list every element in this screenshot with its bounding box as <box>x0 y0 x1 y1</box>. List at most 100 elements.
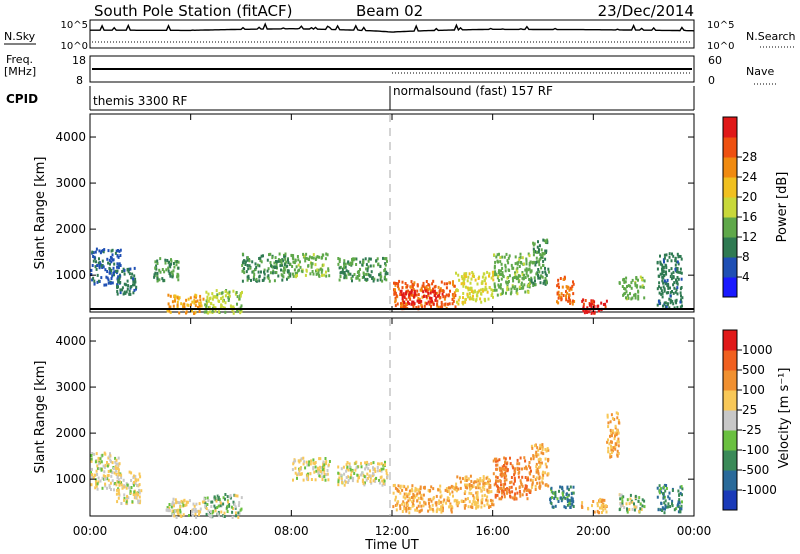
range-cell <box>345 269 348 273</box>
range-cell <box>358 274 361 278</box>
range-cell <box>537 276 540 280</box>
range-cell <box>543 279 546 283</box>
range-cell <box>240 496 243 500</box>
range-cell <box>473 502 476 506</box>
range-cell <box>519 492 522 496</box>
range-cell <box>139 475 142 479</box>
range-cell <box>210 515 213 519</box>
range-cell <box>544 266 546 270</box>
range-cell <box>472 494 475 498</box>
range-cell <box>676 305 679 309</box>
range-cell <box>90 454 93 457</box>
range-cell <box>254 262 257 266</box>
range-cell <box>364 461 367 465</box>
range-cell <box>616 416 619 420</box>
range-cell <box>475 494 478 498</box>
range-cell <box>480 499 483 503</box>
range-cell <box>480 505 483 509</box>
range-cell <box>515 268 518 272</box>
range-cell <box>274 271 277 275</box>
range-cell <box>572 505 575 508</box>
range-cell <box>623 287 626 290</box>
range-cell <box>112 258 115 262</box>
range-cell <box>161 268 164 271</box>
range-cell <box>238 510 241 514</box>
range-cell <box>394 283 397 287</box>
x-tick-labels: 00:00 04:00 08:00 12:00 16:00 20:00 00:00 <box>73 114 711 538</box>
range-cell <box>367 462 370 466</box>
range-cell <box>370 270 373 274</box>
colorbar-swatch <box>723 390 737 411</box>
range-cell <box>503 456 506 460</box>
range-cell <box>533 276 536 280</box>
range-cell <box>677 500 680 504</box>
range-cell <box>96 487 99 491</box>
range-cell <box>475 506 478 510</box>
range-cell <box>207 299 210 303</box>
range-cell <box>436 302 439 306</box>
range-cell <box>673 306 676 310</box>
range-cell <box>519 256 522 259</box>
range-cell <box>197 305 199 309</box>
range-cell <box>91 467 93 471</box>
range-cell <box>382 256 384 260</box>
range-cell <box>534 250 537 254</box>
range-cell <box>338 472 341 476</box>
range-cell <box>610 455 613 458</box>
range-cell <box>568 501 571 505</box>
range-cell <box>399 293 402 296</box>
range-cell <box>395 294 398 298</box>
range-cell <box>180 499 183 503</box>
range-cell <box>469 487 472 491</box>
range-cell <box>310 459 313 463</box>
range-cell <box>452 299 455 303</box>
range-cell <box>424 502 427 506</box>
range-cell <box>525 465 527 469</box>
range-cell <box>244 263 247 266</box>
range-cell <box>228 290 231 294</box>
range-cell <box>665 305 668 309</box>
range-cell <box>410 290 413 294</box>
range-cell <box>504 269 507 273</box>
range-cell <box>562 495 565 499</box>
range-cell <box>477 277 480 280</box>
range-cell <box>194 510 197 514</box>
range-cell <box>482 477 485 481</box>
range-cell <box>467 497 469 501</box>
range-cell <box>435 510 438 514</box>
range-cell <box>679 485 682 489</box>
range-cell <box>350 470 353 474</box>
range-cell <box>351 274 354 278</box>
range-cell <box>634 293 637 297</box>
range-cell <box>349 272 352 276</box>
range-cell <box>357 474 360 478</box>
range-cell <box>664 263 667 267</box>
range-cell <box>467 477 470 481</box>
range-cell <box>307 257 310 261</box>
range-cell <box>130 285 133 288</box>
range-cell <box>156 259 159 263</box>
range-cell <box>308 255 311 259</box>
range-cell <box>466 292 469 296</box>
range-cell <box>634 506 637 510</box>
range-cell <box>284 257 287 261</box>
range-cell <box>260 260 263 264</box>
range-cell <box>605 510 608 514</box>
range-cell <box>532 457 535 461</box>
range-cell <box>423 500 426 504</box>
range-cell <box>193 299 196 302</box>
range-cell <box>668 491 671 495</box>
range-cell <box>663 501 666 505</box>
range-cell <box>659 272 662 276</box>
range-cell <box>514 271 516 275</box>
range-cell <box>589 302 592 306</box>
range-cell <box>249 266 252 270</box>
range-cell <box>291 272 294 276</box>
range-cell <box>438 294 440 298</box>
range-cell <box>419 288 422 292</box>
range-cell <box>681 493 683 497</box>
colorbar-tick-label: 16 <box>742 210 757 224</box>
range-cell <box>479 479 481 483</box>
range-cell <box>362 481 365 485</box>
range-cell <box>410 293 413 297</box>
